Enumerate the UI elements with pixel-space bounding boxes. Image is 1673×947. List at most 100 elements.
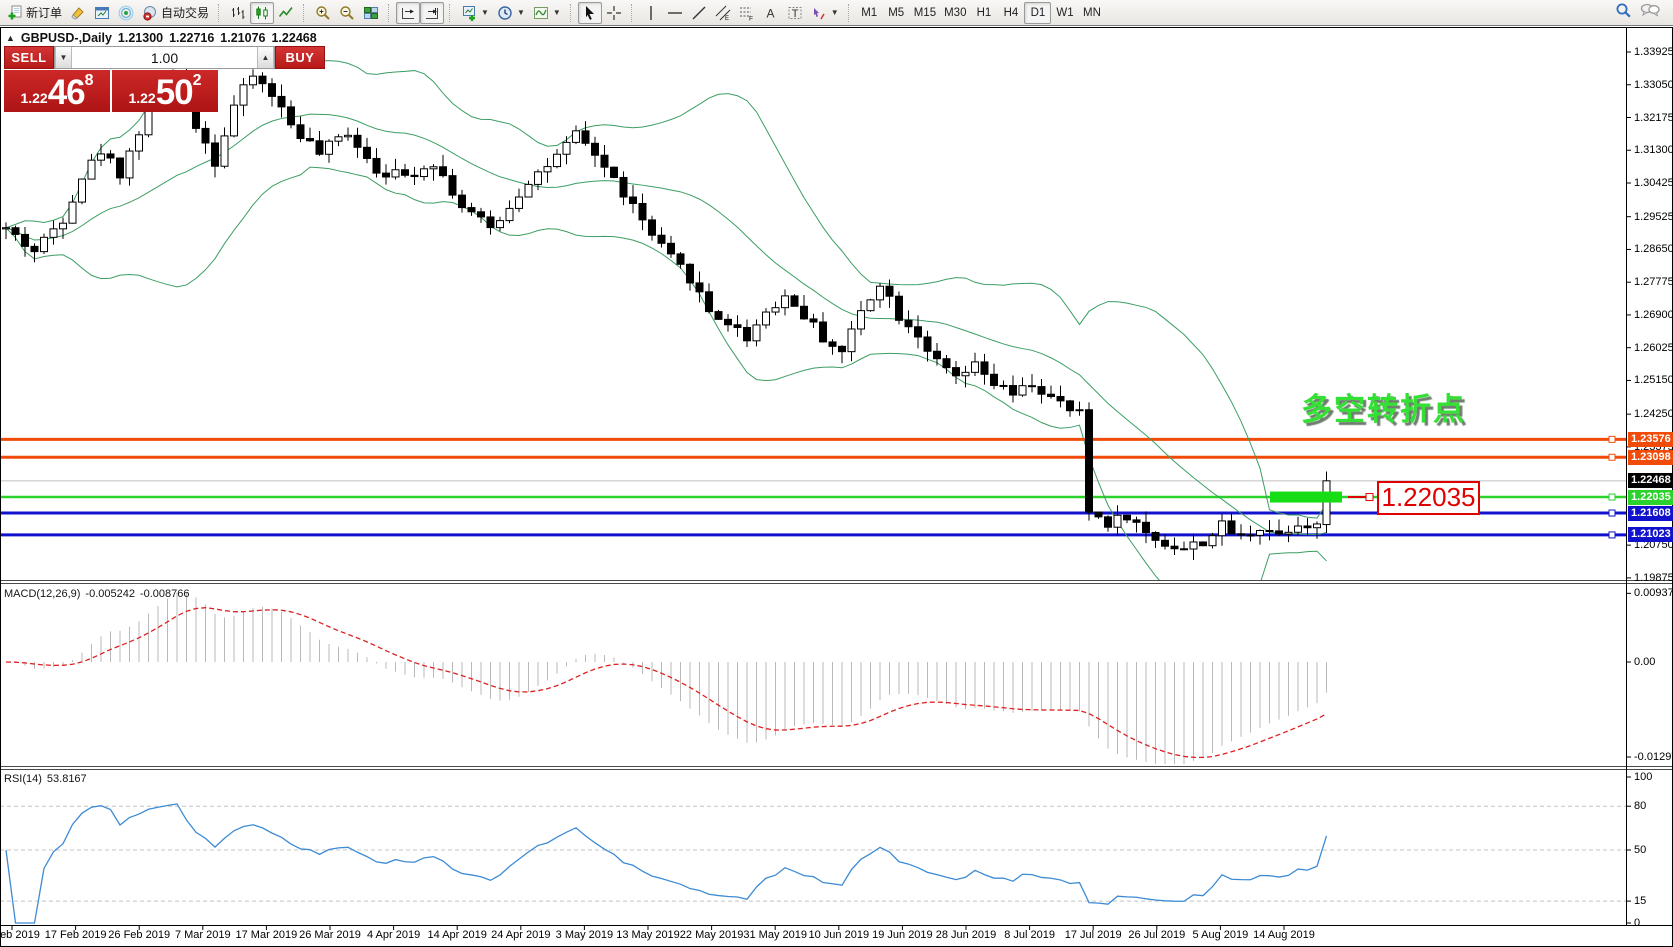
- ohlc-close: 1.22468: [271, 31, 317, 45]
- horizontal-line-icon: [667, 5, 683, 21]
- signal-button[interactable]: [114, 2, 138, 24]
- trendline-tool[interactable]: [687, 2, 711, 24]
- volume-input[interactable]: [72, 47, 257, 68]
- shift-chart-end-icon: [400, 5, 416, 21]
- svg-text:F: F: [749, 15, 753, 21]
- trendline-icon: [691, 5, 707, 21]
- cursor-button[interactable]: [577, 1, 602, 24]
- sell-price-pip: 8: [84, 72, 94, 89]
- svg-text:E: E: [725, 16, 729, 21]
- buy-button[interactable]: BUY: [275, 46, 325, 69]
- buy-price-pip: 2: [192, 72, 202, 89]
- toolbar-separator: [388, 3, 392, 22]
- toolbar-separator: [847, 3, 852, 22]
- buy-price-main: 50: [155, 73, 194, 112]
- sell-button[interactable]: SELL: [4, 46, 54, 69]
- periods-clock-icon: [497, 5, 513, 21]
- timeframe-m1[interactable]: M1: [861, 6, 878, 19]
- cursor-icon: [582, 5, 598, 21]
- dropdown-caret: ▼: [516, 8, 525, 17]
- volume-spinner: ▼ ▲: [54, 46, 275, 69]
- bollinger-lower-band: [5, 166, 1327, 580]
- svg-text:A: A: [766, 6, 774, 20]
- ohlc-low: 1.21076: [220, 31, 266, 45]
- auto-scroll-button[interactable]: [420, 1, 445, 24]
- zoom-out-button[interactable]: [335, 2, 359, 24]
- sell-price-box[interactable]: 1.22 46 8: [4, 70, 110, 112]
- shift-chart-end-button[interactable]: [396, 1, 421, 24]
- timeframe-m5[interactable]: M5: [888, 6, 905, 19]
- bar-chart-icon: [230, 5, 246, 21]
- timeframe-h1[interactable]: H1: [976, 6, 992, 19]
- eraser-button[interactable]: [66, 2, 90, 24]
- toolbar-separator: [218, 3, 222, 22]
- ohlc-open: 1.21300: [117, 31, 164, 45]
- price-callout-label[interactable]: 1.22035: [1377, 481, 1480, 515]
- zoom-in-button[interactable]: [311, 2, 335, 24]
- sell-price-main: 46: [47, 73, 86, 112]
- new-chart-dropdown[interactable]: ▼: [457, 2, 493, 24]
- eraser-icon: [70, 5, 86, 21]
- text-icon: A: [763, 5, 779, 21]
- fibonacci-tool[interactable]: F: [735, 2, 759, 24]
- timeframe-h4[interactable]: H4: [1003, 6, 1019, 19]
- sell-price-prefix: 1.22: [20, 90, 48, 106]
- vertical-line-tool[interactable]: [639, 2, 663, 24]
- zoom-out-icon: [339, 5, 355, 21]
- candlestick-chart-button[interactable]: [250, 1, 275, 24]
- arrows-icon: [811, 5, 827, 21]
- candlestick-chart-icon: [254, 5, 270, 21]
- crosshair-button[interactable]: [602, 2, 626, 24]
- volume-decrease-button[interactable]: ▼: [55, 47, 72, 68]
- arrows-dropdown[interactable]: ▼: [807, 2, 843, 24]
- chinese-annotation[interactable]: 多空转折点: [1301, 392, 1466, 427]
- timeframe-mn[interactable]: MN: [1083, 6, 1101, 19]
- dropdown-caret: ▼: [830, 8, 839, 17]
- chart-window-icon: [94, 5, 110, 21]
- volume-increase-button[interactable]: ▲: [257, 47, 274, 68]
- indicators-dropdown[interactable]: ▼: [529, 2, 565, 24]
- candles-series: [2, 63, 1331, 561]
- indicators-icon: [533, 5, 549, 21]
- macd-label: MACD(12,26,9) -0.005242 -0.008766: [4, 588, 190, 600]
- periods-dropdown[interactable]: ▼: [493, 2, 529, 24]
- search-icon[interactable]: [1615, 2, 1632, 24]
- autotrading-icon: [142, 5, 158, 21]
- dropdown-caret: ▼: [481, 8, 489, 17]
- line-chart-icon: [278, 5, 294, 21]
- bollinger-upper-band: [5, 53, 1327, 519]
- rsi-line: [5, 803, 1328, 924]
- text-label-tool[interactable]: T: [783, 2, 807, 24]
- line-chart-button[interactable]: [274, 2, 298, 24]
- chart-window-button[interactable]: [90, 2, 114, 24]
- one-click-collapse-icon[interactable]: ▲: [6, 33, 15, 43]
- timeframe-m30[interactable]: M30: [944, 6, 967, 19]
- new-order-button[interactable]: 新订单: [3, 2, 66, 24]
- autotrading-button[interactable]: 自动交易: [138, 2, 213, 24]
- new-order-icon: [7, 5, 23, 21]
- buy-price-box[interactable]: 1.22 50 2: [112, 70, 218, 112]
- equidistant-channel-icon: E: [715, 5, 731, 21]
- vertical-line-icon: [643, 5, 659, 21]
- fibonacci-icon: F: [739, 5, 755, 21]
- one-click-trading-panel: SELL ▼ ▲ BUY 1.22 46 8 1.22 50 2: [4, 46, 325, 112]
- timeframe-w1[interactable]: W1: [1056, 6, 1074, 19]
- autotrading-label: 自动交易: [161, 6, 210, 20]
- timeframe-m15[interactable]: M15: [913, 6, 937, 19]
- new-order-label: 新订单: [26, 6, 63, 20]
- timeframe-d1[interactable]: D1: [1024, 1, 1052, 24]
- chat-icon[interactable]: [1640, 2, 1660, 23]
- text-tool[interactable]: A: [759, 2, 783, 24]
- horizontal-line-tool[interactable]: [663, 2, 687, 24]
- tile-windows-button[interactable]: [359, 2, 383, 24]
- main-chart-panel: [0, 53, 1626, 580]
- bar-chart-button[interactable]: [226, 2, 250, 24]
- toolbar-separator: [569, 3, 574, 22]
- ohlc-high: 1.22716: [169, 31, 215, 45]
- rsi-panel: [0, 803, 1626, 924]
- bollinger-middle-band: [5, 113, 1327, 536]
- symbol-period-label: GBPUSD-,Daily: [20, 31, 112, 45]
- equidistant-channel-tool[interactable]: E: [711, 2, 735, 24]
- buy-price-prefix: 1.22: [128, 90, 156, 106]
